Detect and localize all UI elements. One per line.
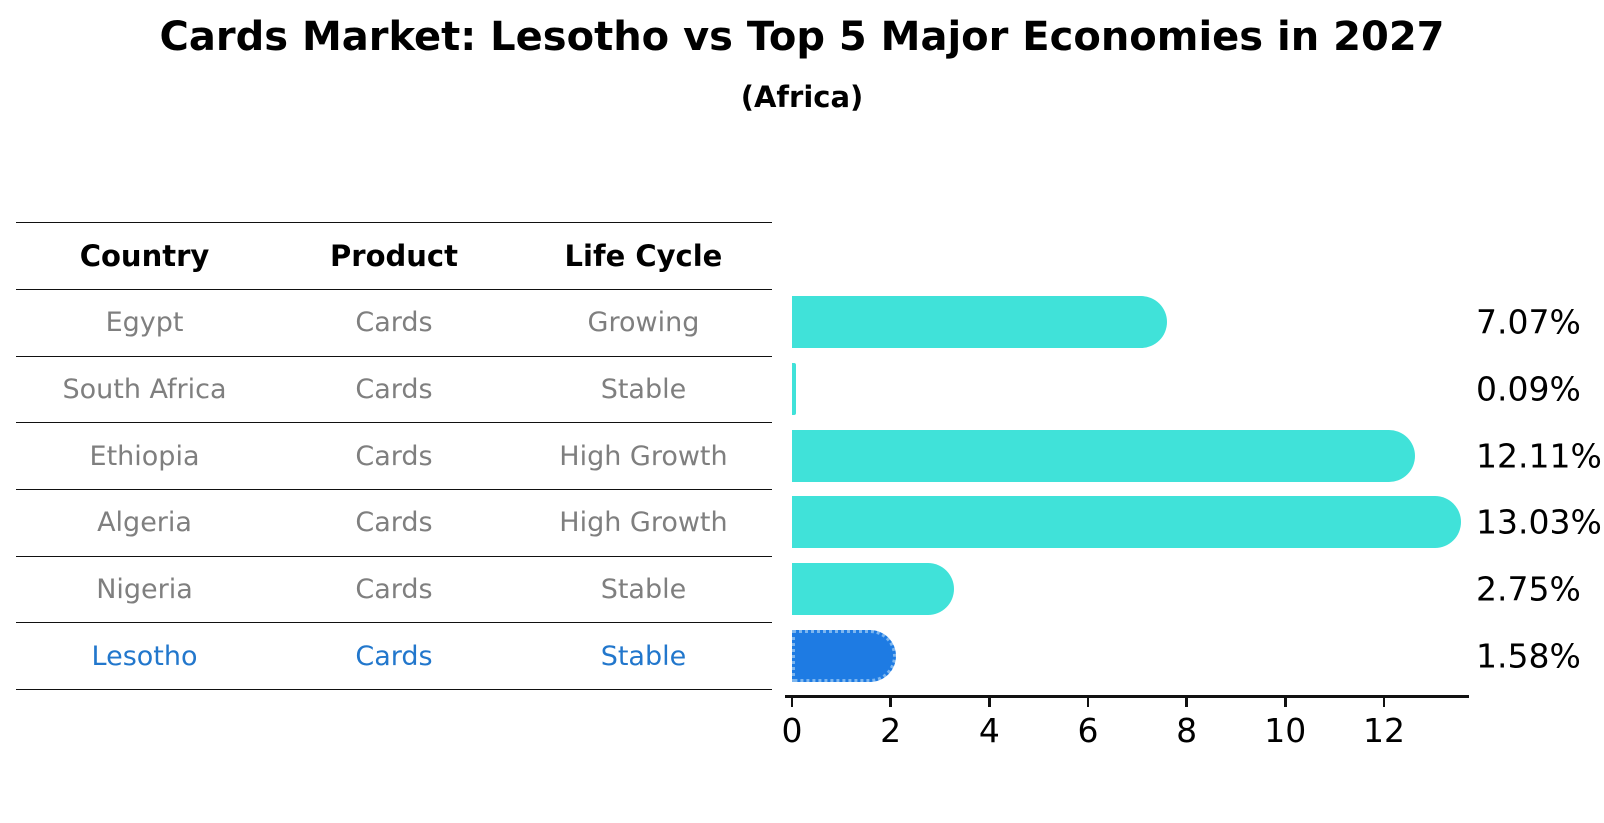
country-cell: South Africa bbox=[62, 373, 227, 405]
table-row-south-africa: South Africa Cards Stable bbox=[16, 355, 772, 423]
x-axis-tick-label: 4 bbox=[978, 711, 1000, 750]
product-cell: Cards bbox=[355, 440, 433, 472]
x-axis-tick-label: 12 bbox=[1362, 711, 1405, 750]
life-cycle-cell: High Growth bbox=[559, 440, 728, 472]
bar-south-africa bbox=[792, 363, 797, 415]
x-axis-tick bbox=[1086, 698, 1090, 707]
table-row-egypt: Egypt Cards Growing bbox=[16, 289, 772, 356]
life-cycle-cell: Growing bbox=[587, 307, 700, 339]
bar-value-label-nigeria: 2.75% bbox=[1476, 569, 1581, 609]
bar-nigeria bbox=[792, 563, 954, 615]
life-cycle-cell: Stable bbox=[600, 573, 687, 605]
column-header-life-cycle: Life Cycle bbox=[564, 239, 723, 273]
country-cell: Ethiopia bbox=[89, 440, 200, 472]
x-axis-tick-label: 8 bbox=[1176, 711, 1198, 750]
column-header-product: Product bbox=[330, 239, 458, 273]
bar-value-label-egypt: 7.07% bbox=[1476, 302, 1581, 342]
product-cell: Cards bbox=[355, 373, 433, 405]
chart-title: Cards Market: Lesotho vs Top 5 Major Eco… bbox=[159, 14, 1445, 60]
bar-algeria bbox=[792, 496, 1461, 549]
bar-value-label-south-africa: 0.09% bbox=[1476, 369, 1581, 409]
column-header-country: Country bbox=[79, 239, 210, 273]
table-header-row: Country Product Life Cycle bbox=[16, 222, 772, 289]
country-cell: Algeria bbox=[97, 507, 192, 539]
product-cell: Cards bbox=[355, 307, 433, 339]
bar-lesotho bbox=[792, 629, 896, 682]
product-cell: Cards bbox=[355, 507, 433, 539]
comparison-table: Country Product Life Cycle Egypt Cards G… bbox=[16, 222, 772, 690]
x-axis-tick bbox=[889, 698, 892, 707]
bar-egypt bbox=[792, 296, 1167, 349]
x-axis-tick bbox=[790, 698, 794, 707]
bar-value-label-lesotho: 1.58% bbox=[1476, 636, 1581, 676]
country-cell: Lesotho bbox=[91, 640, 198, 672]
bar-value-label-ethiopia: 12.11% bbox=[1476, 436, 1602, 476]
x-axis-tick bbox=[1382, 698, 1386, 707]
x-axis-tick-label: 6 bbox=[1077, 711, 1099, 750]
x-axis-tick-label: 0 bbox=[781, 711, 803, 750]
life-cycle-cell: Stable bbox=[600, 640, 687, 672]
product-cell: Cards bbox=[355, 640, 433, 672]
chart-subtitle: (Africa) bbox=[740, 80, 864, 114]
x-axis-tick bbox=[1185, 698, 1188, 707]
country-cell: Egypt bbox=[105, 307, 184, 339]
x-axis-tick-label: 2 bbox=[880, 711, 902, 750]
table-row-algeria: Algeria Cards High Growth bbox=[16, 488, 772, 556]
x-axis-tick bbox=[988, 698, 991, 707]
product-cell: Cards bbox=[355, 573, 433, 605]
x-axis-tick bbox=[1284, 698, 1287, 707]
bar-value-label-algeria: 13.03% bbox=[1476, 502, 1602, 542]
x-axis-tick-label: 10 bbox=[1264, 711, 1307, 750]
table-row-nigeria: Nigeria Cards Stable bbox=[16, 555, 772, 623]
table-row-lesotho-highlighted: Lesotho Cards Stable bbox=[16, 622, 772, 689]
life-cycle-cell: Stable bbox=[600, 373, 687, 405]
country-cell: Nigeria bbox=[96, 573, 193, 605]
life-cycle-cell: High Growth bbox=[559, 507, 728, 539]
table-row-ethiopia: Ethiopia Cards High Growth bbox=[16, 422, 772, 489]
x-axis-line bbox=[785, 695, 1469, 698]
bar-ethiopia bbox=[792, 429, 1416, 482]
